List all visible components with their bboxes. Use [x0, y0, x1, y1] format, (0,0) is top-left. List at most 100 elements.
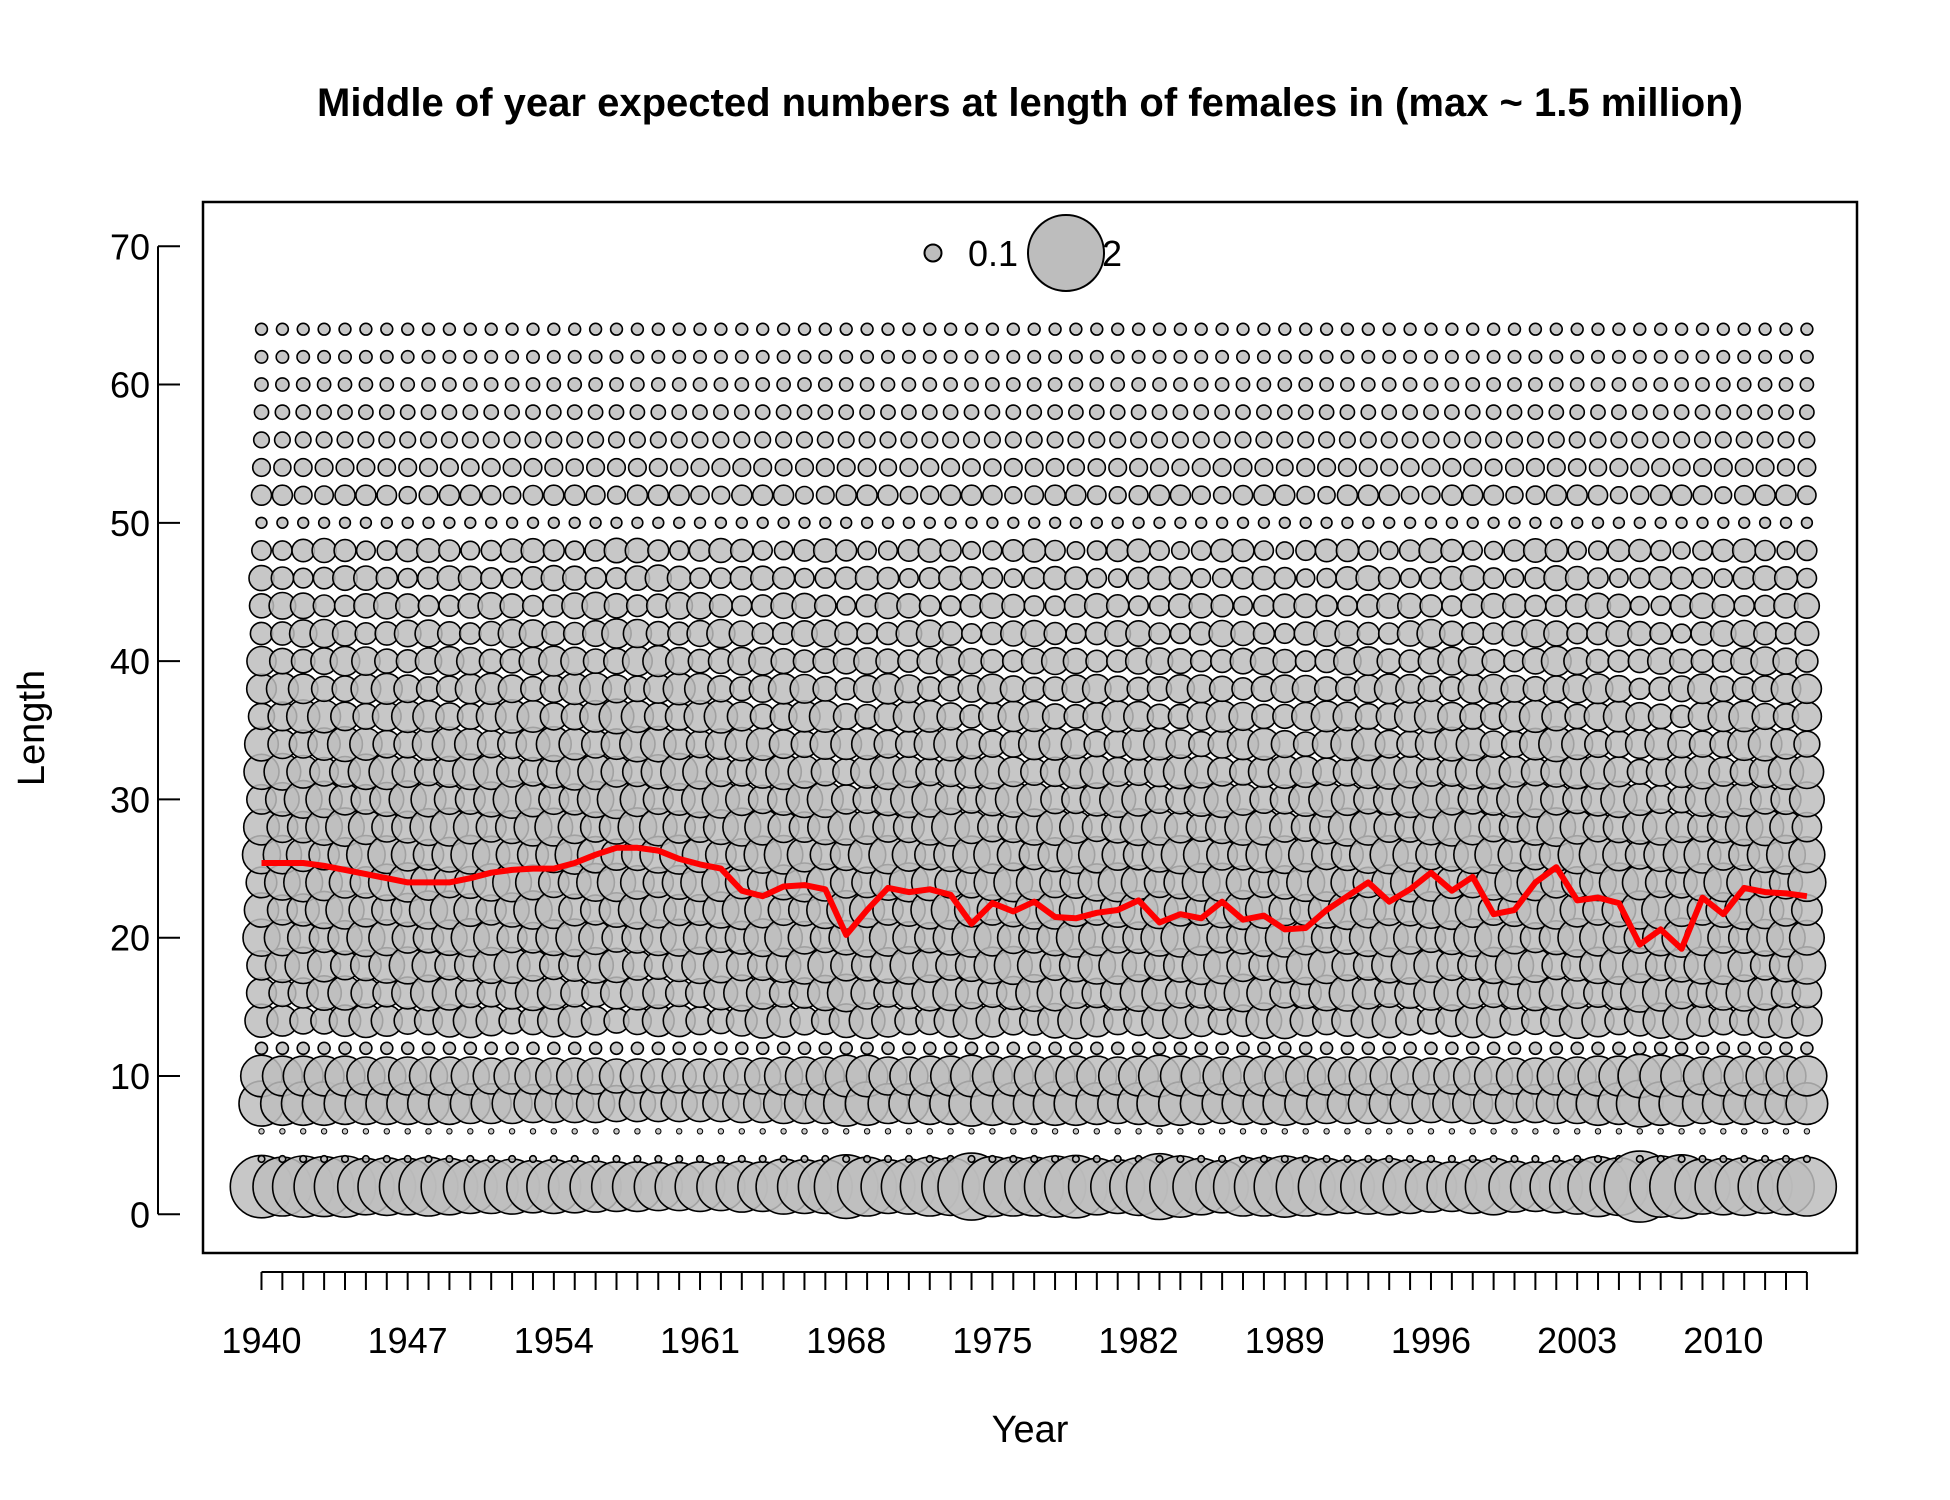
bubble-1954-60 [546, 377, 562, 392]
bubble-1945-64 [359, 322, 373, 336]
bubble-1983-58 [1151, 404, 1168, 421]
bubble-1943-64 [317, 322, 331, 336]
bubble-1966-56 [795, 431, 814, 449]
bubble-1969-62 [860, 349, 875, 364]
bubble-1984-54 [1171, 458, 1190, 477]
bubble-2003-62 [1570, 349, 1585, 364]
bubble-1977-12 [1027, 1041, 1041, 1056]
bubble-2003-12 [1570, 1041, 1584, 1056]
bubble-1996-60 [1423, 377, 1439, 392]
bubble-1958-6 [634, 1128, 641, 1135]
bubble-1975-6 [989, 1128, 996, 1135]
bubble-1983-44 [1148, 595, 1171, 617]
bubble-1965-56 [774, 431, 793, 449]
bubble-2005-54 [1609, 457, 1629, 478]
bubble-1971-64 [902, 322, 916, 336]
bubble-1955-50 [568, 516, 581, 529]
bubble-1992-12 [1340, 1041, 1355, 1056]
bubble-1960-12 [672, 1041, 687, 1056]
bubble-1950-52 [459, 484, 482, 507]
bubble-1999-56 [1484, 431, 1503, 449]
bubble-1969-48 [857, 540, 878, 561]
bubble-1942-54 [293, 457, 313, 478]
bubble-1987-44 [1232, 595, 1254, 616]
bubble-2011-48 [1731, 538, 1757, 563]
bubble-1949-12 [442, 1041, 457, 1056]
bubble-1952-54 [502, 457, 522, 478]
bubble-1953-6 [529, 1128, 537, 1135]
bubble-1986-64 [1215, 322, 1229, 336]
legend-bubble-small [923, 243, 943, 263]
bubble-2002-56 [1547, 431, 1565, 449]
bubble-1980-52 [1086, 485, 1107, 506]
bubble-1956-52 [585, 485, 606, 506]
bubble-1974-52 [960, 484, 983, 507]
bubble-1962-52 [711, 485, 731, 505]
bubble-1988-42 [1252, 622, 1276, 645]
bubble-1943-52 [314, 485, 335, 506]
bubble-1987-52 [1232, 484, 1254, 506]
bubble-1945-62 [358, 349, 373, 364]
bubble-1995-52 [1400, 485, 1420, 505]
bubble-1946-54 [377, 458, 397, 477]
bubble-2006-4 [1635, 1154, 1644, 1164]
bubble-2005-44 [1606, 593, 1632, 619]
bubble-1946-46 [375, 566, 399, 590]
bubble-1974-12 [964, 1041, 979, 1056]
chart-title: Middle of year expected numbers at lengt… [317, 81, 1743, 125]
bubble-1951-54 [481, 457, 501, 478]
bubble-2000-62 [1507, 349, 1522, 364]
bubble-1970-6 [884, 1128, 892, 1135]
bubble-1975-12 [985, 1041, 1000, 1056]
legend: 0.1 2 [923, 214, 1122, 292]
bubble-1967-62 [818, 349, 833, 364]
bubble-1998-58 [1464, 404, 1481, 421]
bubble-1987-42 [1230, 620, 1256, 647]
bubble-1986-4 [1217, 1154, 1227, 1164]
bubble-1947-44 [395, 593, 421, 619]
bubble-2012-12 [1758, 1041, 1772, 1056]
bubble-1996-50 [1424, 516, 1438, 529]
bubble-2001-48 [1522, 537, 1548, 563]
bubble-2008-60 [1674, 377, 1689, 392]
bubble-2009-50 [1696, 516, 1709, 529]
bubble-1976-6 [1010, 1128, 1017, 1135]
bubble-2009-58 [1694, 404, 1711, 421]
bubble-1967-58 [817, 404, 834, 421]
bubble-1984-4 [1176, 1154, 1185, 1164]
bubble-1982-38 [1126, 676, 1151, 701]
bubble-1975-54 [983, 458, 1002, 477]
bubble-1978-64 [1048, 322, 1062, 336]
bubble-1968-52 [835, 484, 858, 507]
bubble-1964-64 [755, 322, 770, 336]
bubble-1976-60 [1005, 377, 1021, 392]
bubble-1993-58 [1360, 404, 1377, 421]
bubble-1995-64 [1403, 322, 1417, 336]
y-tick-label-30: 30 [110, 779, 150, 820]
bubble-2012-52 [1754, 484, 1776, 507]
bubble-1969-58 [859, 404, 875, 421]
bubble-2008-58 [1673, 404, 1690, 421]
bubble-1988-6 [1260, 1128, 1268, 1135]
bubble-2003-46 [1564, 565, 1590, 591]
bubble-1969-54 [857, 457, 877, 478]
bubble-2008-62 [1674, 349, 1689, 364]
bubble-1958-62 [630, 349, 645, 364]
bubble-1973-42 [938, 620, 964, 646]
bubble-1997-6 [1448, 1128, 1456, 1135]
bubble-1952-12 [505, 1041, 519, 1056]
bubble-1989-56 [1276, 431, 1294, 449]
bubble-2002-54 [1546, 457, 1566, 478]
bubble-1981-54 [1108, 457, 1128, 478]
bubble-1959-56 [649, 431, 667, 449]
bubble-2011-64 [1737, 322, 1751, 336]
bubble-2011-56 [1735, 431, 1753, 449]
bubble-1950-42 [458, 622, 482, 645]
bubble-1979-58 [1068, 404, 1084, 421]
bubble-2002-64 [1549, 322, 1564, 336]
bubble-2011-58 [1736, 404, 1753, 421]
bubble-1964-6 [759, 1128, 766, 1135]
bubble-1987-6 [1239, 1128, 1247, 1135]
bubble-1971-46 [898, 567, 920, 589]
legend-label-small: 0.1 [968, 233, 1018, 274]
